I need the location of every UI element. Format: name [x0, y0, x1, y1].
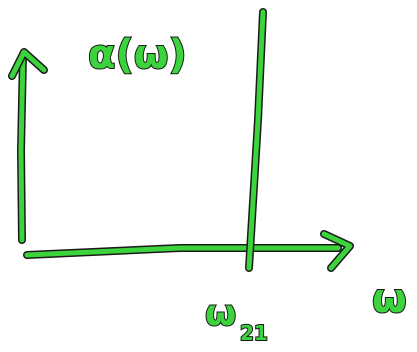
marker-label: ω [205, 293, 236, 334]
x-axis-label: ω [372, 276, 407, 322]
y-axis-label: α(ω) [88, 32, 187, 78]
marker-subscript: 21 [240, 321, 268, 345]
axes [8, 8, 354, 272]
x-arrow [321, 231, 353, 271]
resonance-line [246, 9, 266, 271]
x-axis [24, 245, 341, 258]
y-axis [18, 52, 26, 243]
y-arrow [9, 49, 47, 79]
